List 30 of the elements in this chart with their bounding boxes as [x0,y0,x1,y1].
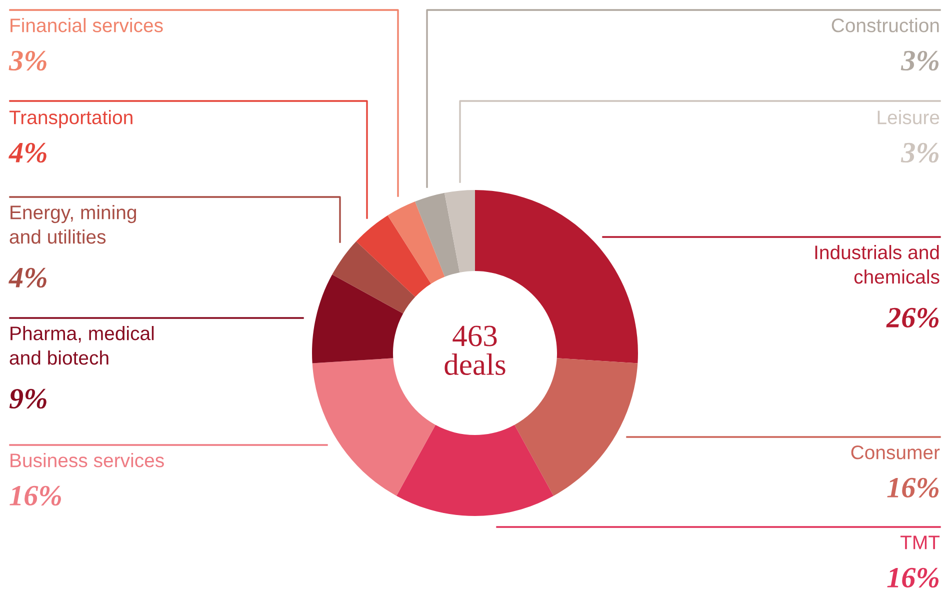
donut-slice [396,424,554,516]
data-label: 26% [886,308,939,328]
slice-label: Construction [832,18,939,32]
donut-slice [332,241,416,314]
donut-slice [356,215,432,297]
data-label: 3% [900,142,939,163]
slice-label: Transportation [9,110,132,128]
slice-label: Leisure [878,110,940,124]
data-label: 16% [887,478,939,498]
slice-label: Energy, mining and utilities [10,205,136,244]
data-label: 16% [887,568,939,588]
data-label: 4% [8,268,46,288]
donut-slice [312,274,404,364]
donut-slice [414,192,460,277]
donut-slice [388,201,445,284]
data-label: 4% [8,142,46,163]
donut-slice [514,358,638,496]
data-label: 3% [8,50,46,71]
slice-label: TMT [900,536,940,550]
slice-label: Business services [10,453,164,468]
data-label: 16% [10,486,61,506]
data-label: 3% [900,50,939,71]
slice-label: Pharma, medical and biotech [10,326,154,365]
slice-label: Consumer [851,446,940,460]
slice-label: Financial services [10,18,163,32]
text: 463 deals [444,326,506,376]
data-label: 9% [9,388,46,409]
donut-slice [312,358,436,496]
slice-label: Industrials and chemicals [815,245,940,284]
donut-slice [444,190,475,272]
